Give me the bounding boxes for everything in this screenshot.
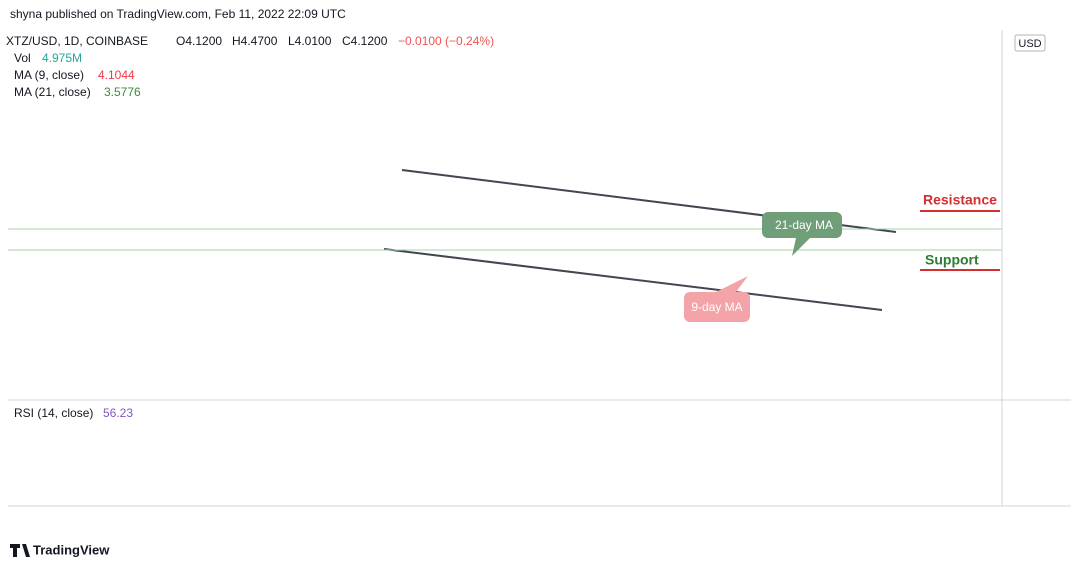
legend-symbol: XTZ/USD, 1D, COINBASE: [6, 34, 148, 48]
ma21-callout: 21-day MA: [762, 212, 842, 256]
legend-ma9: MA (9, close): [14, 68, 84, 82]
author-line: shyna published on TradingView.com, Feb …: [10, 7, 346, 21]
callout-box: [762, 212, 842, 256]
legend-ma9-value: 4.1044: [98, 68, 135, 82]
rsi-value: 56.23: [103, 406, 133, 420]
legend-low: L4.0100: [288, 34, 332, 48]
currency-box[interactable]: [1014, 34, 1046, 52]
legend: XTZ/USD, 1D, COINBASE O4.1200 H4.4700 L4…: [6, 34, 494, 99]
legend-open: O4.1200: [176, 34, 222, 48]
callout-text: 9-day MA: [691, 300, 742, 314]
logo: TradingView: [10, 542, 110, 557]
logo-text: TradingView: [33, 542, 110, 557]
callout-text: 21-day MA: [775, 218, 833, 232]
legend-vol-value: 4.975M: [42, 51, 82, 65]
ma9-callout: 9-day MA: [684, 276, 750, 322]
support-label: Support: [925, 252, 979, 268]
legend-ma21: MA (21, close): [14, 85, 91, 99]
legend-ma21-value: 3.5776: [104, 85, 141, 99]
callout-box: [684, 276, 750, 322]
legend-close: C4.1200: [342, 34, 388, 48]
rsi-name: RSI (14, close): [14, 406, 93, 420]
currency: USD: [1018, 38, 1041, 50]
legend-change: −0.0100 (−0.24%): [398, 34, 494, 48]
legend-high: H4.4700: [232, 34, 278, 48]
channel-bottom: [383, 248, 883, 311]
legend-vol: Vol: [14, 51, 31, 65]
logo-mark: [10, 544, 30, 557]
resistance-label: Resistance: [923, 192, 997, 208]
